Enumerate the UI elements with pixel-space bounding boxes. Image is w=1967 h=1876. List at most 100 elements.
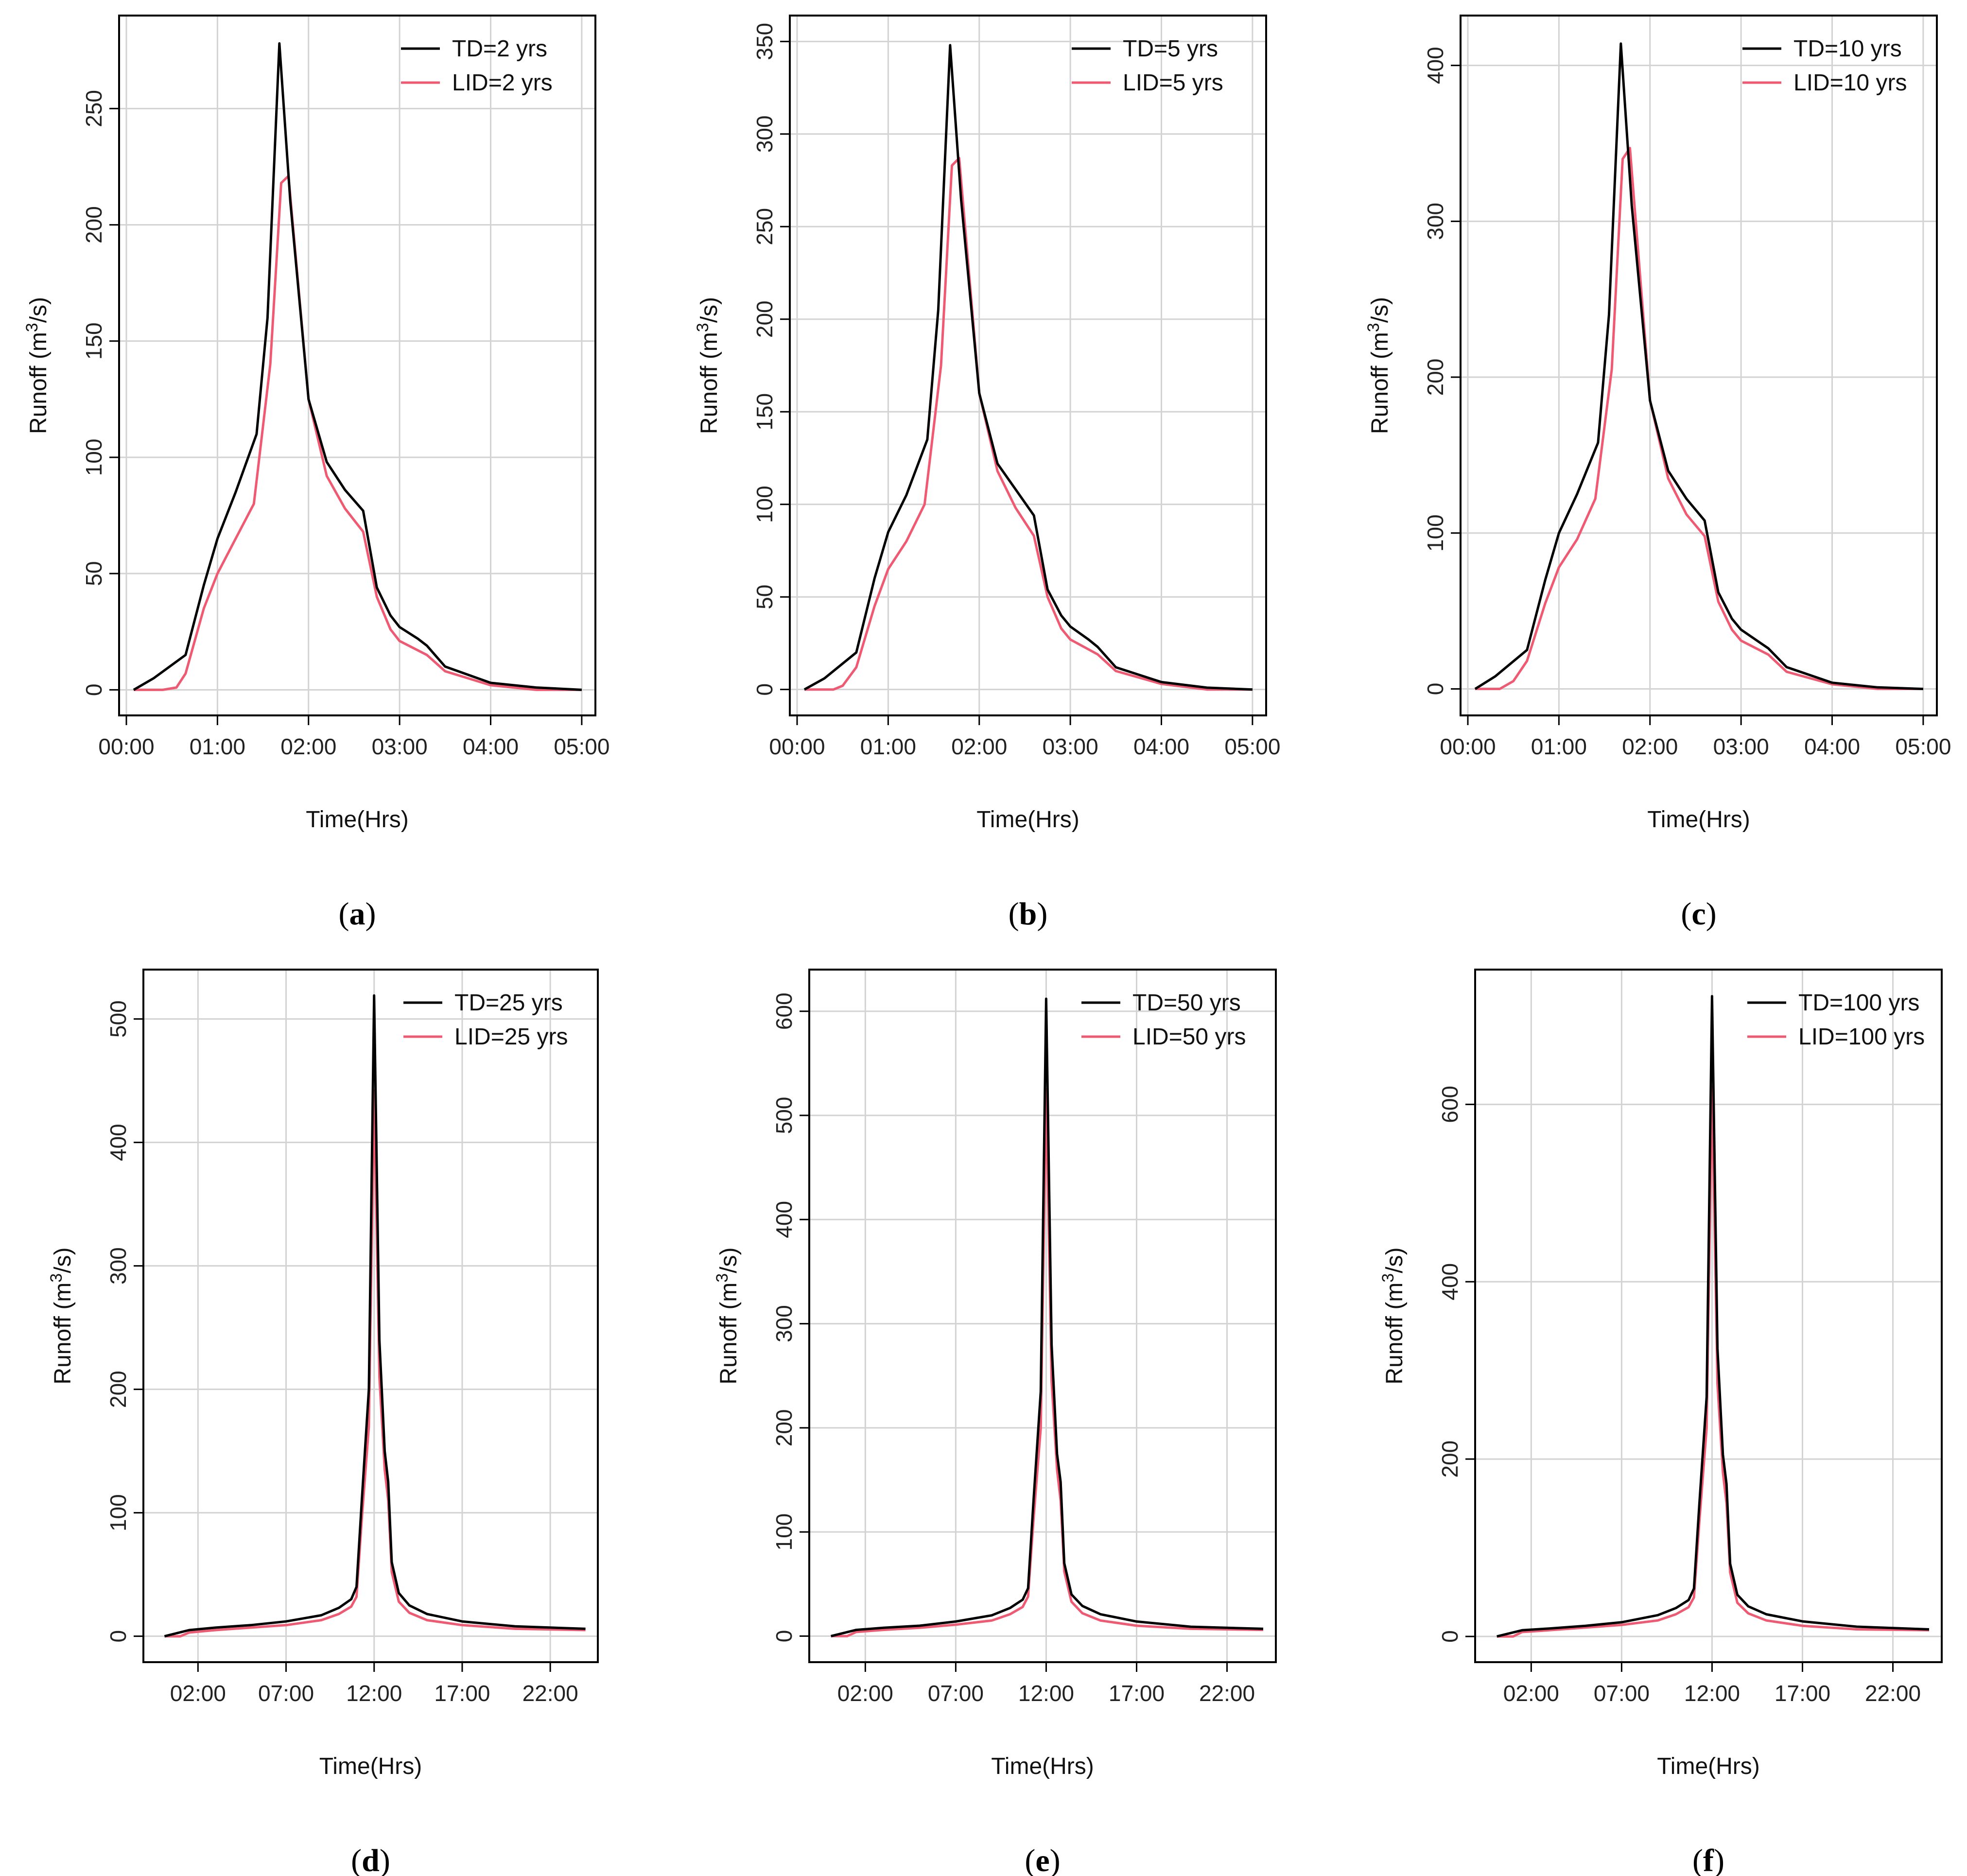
legend-entry: LID=10 yrs (1793, 70, 1907, 96)
chart-panel-c: 00:00 01:00 02:00 03:00 04:00 05:00 0 100 200 300… (1364, 15, 1951, 932)
series-line-td (133, 42, 582, 691)
y-tick-label: 300 (771, 1305, 797, 1342)
chart-panel-a: 00:00 01:00 02:00 03:00 04:00 05:00 0 50 100 150 2… (23, 15, 609, 932)
y-tick-label: 200 (105, 1371, 131, 1408)
y-tick-label: 0 (81, 684, 106, 696)
x-tick-label: 02:00 (837, 1681, 893, 1706)
y-axis-title: Runoff (m3/s) (1364, 297, 1393, 434)
plot-frame (118, 15, 596, 716)
series-line-lid (831, 1088, 1264, 1637)
panel-caption: (f) (1692, 1843, 1724, 1876)
y-tick-label: 100 (771, 1513, 797, 1551)
x-axis-title: Time(Hrs) (306, 807, 409, 833)
y-tick-label: 400 (1437, 1263, 1462, 1301)
x-axis-title: Time(Hrs) (319, 1754, 422, 1779)
y-tick-label: 250 (81, 90, 106, 127)
x-tick-label: 03:00 (372, 734, 428, 759)
x-tick-label: 03:00 (1043, 734, 1098, 759)
y-tick-label: 100 (752, 486, 777, 523)
y-tick-label: 250 (752, 208, 777, 245)
plot-frame (1460, 15, 1938, 716)
series-line-td (1497, 995, 1930, 1638)
x-tick-label: 12:00 (1684, 1681, 1740, 1706)
panel-caption: (c) (1681, 896, 1716, 932)
y-tick-label: 200 (771, 1409, 797, 1446)
x-tick-label: 22:00 (522, 1681, 578, 1706)
x-tick-label: 17:00 (1109, 1681, 1165, 1706)
y-tick-label: 400 (1423, 47, 1448, 84)
x-tick-label: 02:00 (1503, 1681, 1559, 1706)
legend-entry: LID=25 yrs (454, 1024, 568, 1050)
x-tick-label: 00:00 (98, 734, 154, 759)
x-tick-label: 07:00 (928, 1681, 984, 1706)
y-tick-label: 0 (1423, 683, 1448, 695)
y-tick-label: 600 (1437, 1086, 1462, 1123)
x-tick-label: 07:00 (1594, 1681, 1650, 1706)
series-line-lid (804, 156, 1253, 691)
y-tick-label: 100 (1423, 514, 1448, 552)
y-tick-label: 300 (1423, 203, 1448, 240)
x-tick-label: 03:00 (1713, 734, 1769, 759)
chart-panel-d: 02:00 07:00 12:00 17:00 22:00 0 100 200 300 400 50… (47, 969, 599, 1876)
plot-frame (808, 969, 1277, 1663)
series-line-lid (1475, 147, 1923, 690)
plot-frame (789, 15, 1267, 716)
y-axis-title: Runoff (m3/s) (1379, 1247, 1408, 1384)
legend-entry: TD=10 yrs (1793, 36, 1902, 62)
x-tick-label: 02:00 (1622, 734, 1678, 759)
legend-entry: TD=50 yrs (1132, 990, 1241, 1016)
y-tick-label: 200 (81, 206, 106, 243)
x-tick-label: 04:00 (1133, 734, 1189, 759)
y-tick-label: 500 (771, 1097, 797, 1134)
y-tick-label: 300 (105, 1247, 131, 1285)
x-axis-title: Time(Hrs) (991, 1754, 1094, 1779)
y-tick-label: 400 (771, 1201, 797, 1238)
y-tick-label: 150 (752, 393, 777, 431)
x-axis-title: Time(Hrs) (1647, 807, 1750, 833)
legend-entry: LID=50 yrs (1132, 1024, 1246, 1050)
y-tick-label: 200 (752, 300, 777, 338)
chart-panel-e: 02:00 07:00 12:00 17:00 22:00 0 100 200 300 400 50… (713, 969, 1277, 1876)
series-line-lid (134, 174, 582, 691)
y-tick-label: 100 (105, 1494, 131, 1531)
legend-entry: LID=5 yrs (1123, 70, 1223, 96)
y-tick-label: 0 (105, 1630, 131, 1643)
x-tick-label: 07:00 (258, 1681, 314, 1706)
x-tick-label: 22:00 (1199, 1681, 1255, 1706)
panel-caption: (d) (351, 1843, 390, 1876)
series-line-td (831, 997, 1264, 1637)
legend-entry: LID=2 yrs (452, 70, 553, 96)
x-tick-label: 01:00 (860, 734, 916, 759)
x-tick-label: 22:00 (1865, 1681, 1921, 1706)
y-tick-label: 0 (752, 683, 777, 696)
x-tick-label: 17:00 (1775, 1681, 1830, 1706)
x-tick-label: 04:00 (463, 734, 519, 759)
plot-frame (1474, 969, 1943, 1663)
series-line-td (1474, 42, 1923, 690)
y-tick-label: 600 (771, 992, 797, 1030)
x-tick-label: 02:00 (170, 1681, 226, 1706)
series-line-lid (164, 1089, 586, 1638)
y-axis-title: Runoff (m3/s) (47, 1247, 76, 1384)
y-tick-label: 50 (752, 585, 777, 609)
x-tick-label: 01:00 (190, 734, 245, 759)
legend-entry: TD=2 yrs (452, 36, 547, 62)
y-tick-label: 100 (81, 439, 106, 476)
y-axis-title: Runoff (m3/s) (713, 1247, 742, 1384)
x-tick-label: 12:00 (1018, 1681, 1074, 1706)
y-tick-label: 200 (1437, 1441, 1462, 1478)
legend-entry: LID=100 yrs (1798, 1024, 1925, 1050)
chart-panel-f: 02:00 07:00 12:00 17:00 22:00 0 200 400 600 TD=10… (1379, 969, 1943, 1876)
x-tick-label: 04:00 (1804, 734, 1860, 759)
y-tick-label: 200 (1423, 359, 1448, 396)
x-tick-label: 05:00 (1895, 734, 1951, 759)
series-line-td (164, 994, 586, 1638)
x-tick-label: 02:00 (280, 734, 336, 759)
y-tick-label: 500 (105, 1000, 131, 1038)
chart-panel-b: 00:00 01:00 02:00 03:00 04:00 05:00 0 50 100 150 2… (694, 15, 1280, 932)
x-tick-label: 12:00 (346, 1681, 402, 1706)
x-tick-label: 00:00 (769, 734, 825, 759)
y-tick-label: 400 (105, 1124, 131, 1161)
legend-entry: TD=100 yrs (1798, 990, 1919, 1016)
